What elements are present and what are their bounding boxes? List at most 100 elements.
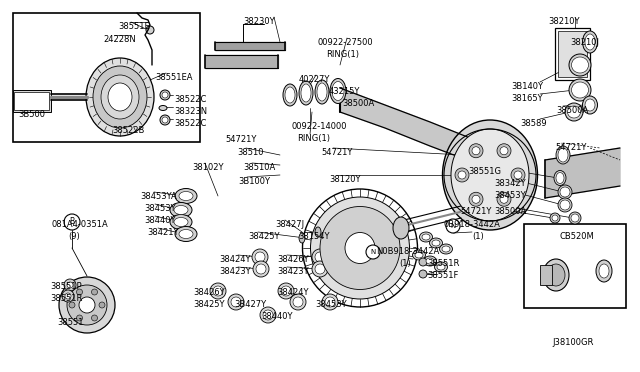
- Circle shape: [263, 310, 273, 320]
- Text: 38154Y: 38154Y: [298, 232, 330, 241]
- Ellipse shape: [596, 260, 612, 282]
- Circle shape: [419, 258, 427, 266]
- Circle shape: [162, 117, 168, 123]
- Text: 54721Y: 54721Y: [321, 148, 353, 157]
- Text: 38425Y: 38425Y: [248, 232, 280, 241]
- Text: 38165Y: 38165Y: [511, 94, 543, 103]
- Circle shape: [62, 290, 74, 302]
- Ellipse shape: [424, 256, 436, 266]
- Circle shape: [228, 294, 244, 310]
- Text: 38427J: 38427J: [275, 220, 304, 229]
- Text: 38342Y: 38342Y: [494, 179, 525, 188]
- Ellipse shape: [426, 258, 434, 264]
- Circle shape: [384, 260, 392, 268]
- Circle shape: [290, 294, 306, 310]
- Text: 38510A: 38510A: [243, 163, 275, 172]
- Text: 38323N: 38323N: [174, 107, 207, 116]
- Ellipse shape: [582, 31, 598, 53]
- Ellipse shape: [451, 129, 529, 221]
- Text: 54721Y: 54721Y: [225, 135, 257, 144]
- Ellipse shape: [299, 81, 313, 105]
- Ellipse shape: [565, 103, 583, 121]
- Bar: [13, 13, 200, 142]
- Text: 38230Y: 38230Y: [243, 17, 275, 26]
- Ellipse shape: [437, 264, 445, 270]
- Circle shape: [278, 283, 294, 299]
- Text: 3B427Y: 3B427Y: [234, 300, 266, 309]
- Ellipse shape: [159, 106, 167, 110]
- Text: (1): (1): [472, 232, 484, 241]
- Text: 38426Y: 38426Y: [193, 288, 225, 297]
- Bar: [14, 92, 49, 110]
- Ellipse shape: [86, 58, 154, 136]
- Text: 38551: 38551: [57, 318, 83, 327]
- Circle shape: [458, 171, 466, 179]
- Ellipse shape: [347, 227, 353, 237]
- Ellipse shape: [419, 232, 433, 242]
- Circle shape: [160, 115, 170, 125]
- Circle shape: [281, 286, 291, 296]
- Circle shape: [253, 261, 269, 277]
- Circle shape: [312, 261, 328, 277]
- Ellipse shape: [330, 78, 346, 103]
- Circle shape: [65, 293, 71, 299]
- Ellipse shape: [393, 217, 409, 239]
- Text: 38551EA: 38551EA: [155, 73, 193, 82]
- Circle shape: [231, 297, 241, 307]
- Text: 38551G: 38551G: [468, 167, 501, 176]
- Text: 38210J: 38210J: [570, 38, 599, 47]
- Circle shape: [322, 294, 338, 310]
- Ellipse shape: [442, 246, 450, 252]
- Circle shape: [146, 26, 154, 34]
- Bar: [540, 265, 552, 285]
- Text: 38426Y: 38426Y: [277, 255, 308, 264]
- Ellipse shape: [174, 218, 188, 227]
- Polygon shape: [215, 42, 285, 50]
- Circle shape: [92, 289, 97, 295]
- Circle shape: [77, 289, 83, 295]
- Text: 38102Y: 38102Y: [192, 163, 223, 172]
- Circle shape: [67, 282, 73, 288]
- Text: 38589: 38589: [520, 119, 547, 128]
- Ellipse shape: [543, 259, 569, 291]
- Text: B: B: [69, 218, 75, 227]
- Circle shape: [77, 315, 83, 321]
- Ellipse shape: [285, 87, 295, 103]
- Ellipse shape: [550, 213, 560, 223]
- Ellipse shape: [422, 234, 430, 240]
- Ellipse shape: [599, 264, 609, 278]
- Ellipse shape: [429, 238, 442, 248]
- Ellipse shape: [170, 202, 192, 218]
- Ellipse shape: [558, 198, 572, 212]
- Bar: [555, 28, 590, 80]
- Circle shape: [500, 147, 508, 155]
- Ellipse shape: [582, 96, 598, 114]
- Text: 38510: 38510: [237, 148, 264, 157]
- Text: 38120Y: 38120Y: [329, 175, 360, 184]
- Text: (9): (9): [68, 232, 80, 241]
- Circle shape: [210, 283, 226, 299]
- Ellipse shape: [572, 57, 589, 73]
- Ellipse shape: [558, 185, 572, 199]
- Ellipse shape: [413, 250, 426, 260]
- Circle shape: [69, 302, 75, 308]
- Text: 38551R: 38551R: [50, 294, 83, 303]
- Text: 38440Y: 38440Y: [144, 216, 175, 225]
- Circle shape: [514, 171, 522, 179]
- Ellipse shape: [572, 82, 589, 98]
- Circle shape: [92, 315, 97, 321]
- Ellipse shape: [415, 252, 423, 258]
- Ellipse shape: [299, 233, 305, 243]
- Text: RING(1): RING(1): [326, 50, 359, 59]
- Ellipse shape: [585, 99, 595, 111]
- Circle shape: [325, 257, 339, 271]
- Ellipse shape: [560, 187, 570, 197]
- Circle shape: [59, 277, 115, 333]
- Text: 00922-14000: 00922-14000: [291, 122, 346, 131]
- Ellipse shape: [556, 173, 564, 183]
- Ellipse shape: [432, 240, 440, 246]
- Circle shape: [384, 228, 392, 236]
- Text: 38423Y: 38423Y: [219, 267, 251, 276]
- Circle shape: [315, 264, 325, 274]
- Circle shape: [325, 225, 339, 239]
